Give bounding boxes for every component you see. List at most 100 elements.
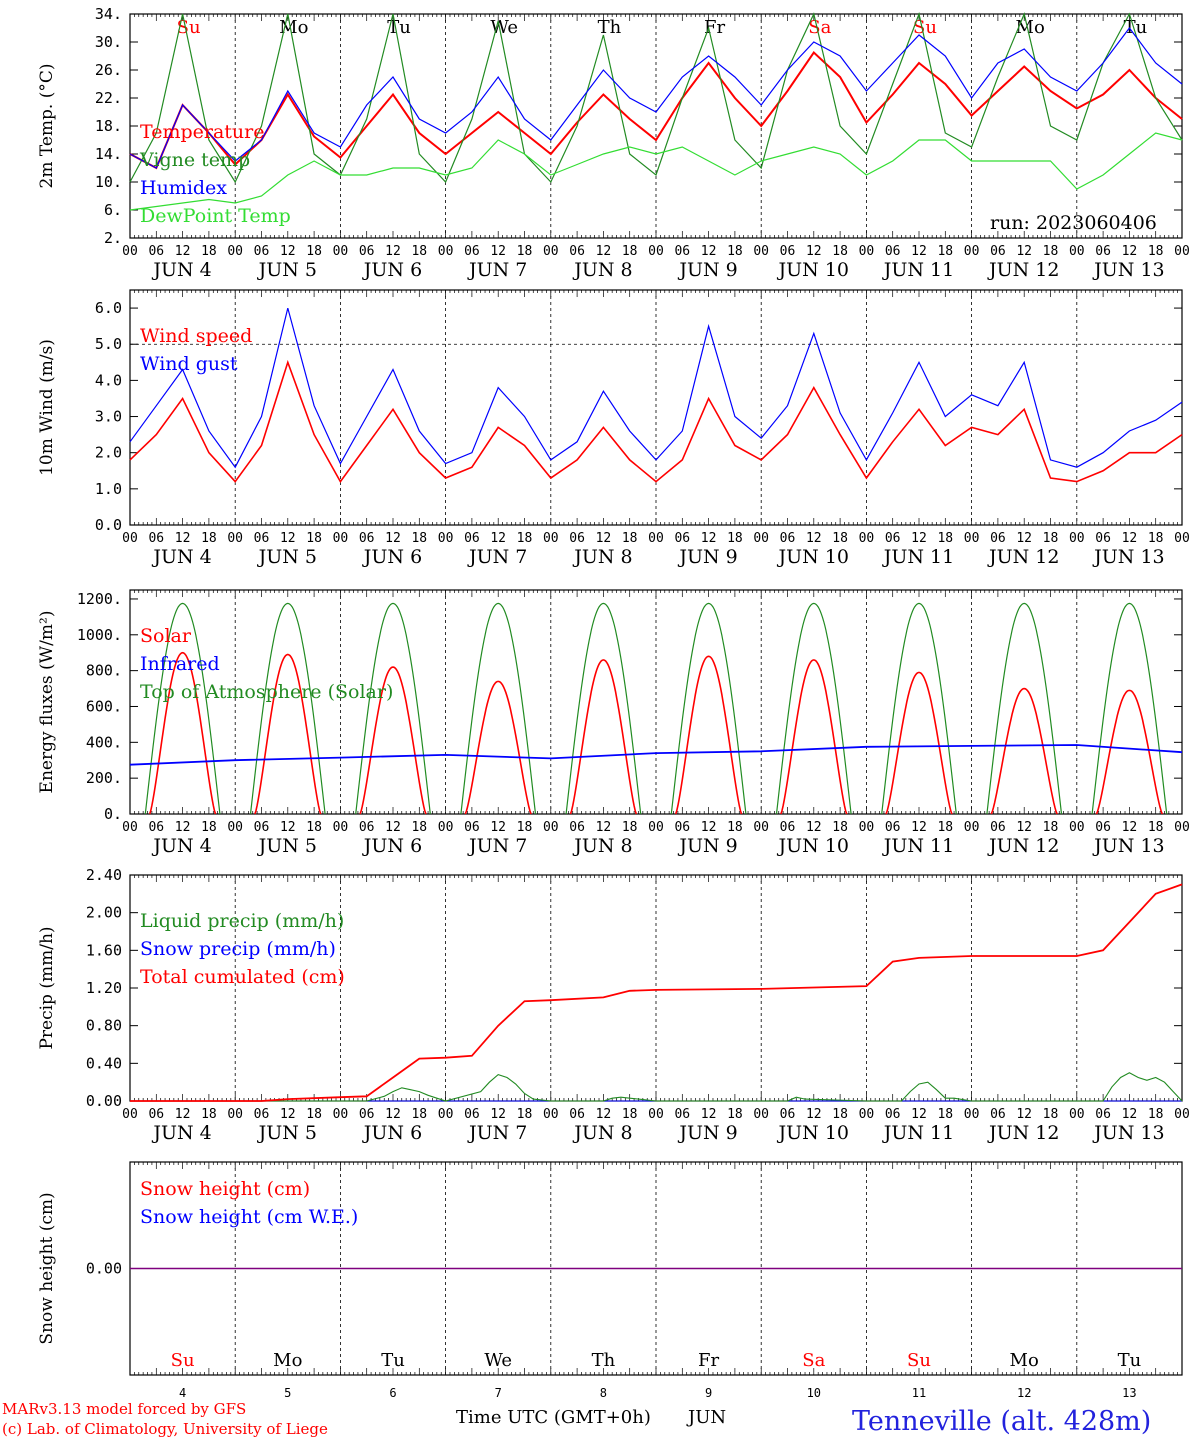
x-hour-tick: 18 xyxy=(201,244,217,259)
x-hour-tick: 06 xyxy=(464,244,480,259)
x-hour-tick: 18 xyxy=(411,244,427,259)
x-hour-tick: 12 xyxy=(490,820,506,835)
date-label: JUN 6 xyxy=(362,259,422,281)
x-hour-tick: 18 xyxy=(1148,820,1164,835)
x-hour-tick: 18 xyxy=(832,820,848,835)
x-hour-tick: 00 xyxy=(648,244,664,259)
x-hour-tick: 18 xyxy=(411,531,427,546)
x-hour-tick: 18 xyxy=(622,1107,638,1122)
y-tick-label: 10. xyxy=(95,173,122,191)
x-hour-tick: 12 xyxy=(490,244,506,259)
x-hour-tick: 12 xyxy=(385,820,401,835)
solar-curve xyxy=(359,666,427,815)
date-label: JUN 8 xyxy=(572,546,632,568)
series-line-dewpoint-temp xyxy=(129,132,1183,211)
x-hour-tick: 12 xyxy=(175,531,191,546)
x-hour-tick: 12 xyxy=(385,531,401,546)
x-hour-tick: 06 xyxy=(359,244,375,259)
x-hour-tick: 06 xyxy=(674,820,690,835)
y-tick-label: 26. xyxy=(95,61,122,79)
x-hour-tick: 00 xyxy=(438,244,454,259)
x-hour-tick: 18 xyxy=(1148,244,1164,259)
x-hour-tick: 06 xyxy=(885,820,901,835)
y-tick-label: 6.0 xyxy=(95,299,122,317)
toa-solar-curve xyxy=(249,602,326,815)
x-hour-tick: 00 xyxy=(1069,1107,1085,1122)
legend-entry: Solar xyxy=(140,625,192,647)
weekday-label: Tu xyxy=(387,17,411,38)
x-hour-tick: 00 xyxy=(1174,1107,1190,1122)
day-number: 10 xyxy=(807,1386,821,1400)
weekday-label: Su xyxy=(907,1350,931,1371)
date-label: JUN 6 xyxy=(362,835,422,857)
day-number: 9 xyxy=(705,1386,712,1400)
x-hour-tick: 06 xyxy=(254,531,270,546)
x-hour-tick: 12 xyxy=(701,1107,717,1122)
y-axis-label: Snow height (cm) xyxy=(37,1192,57,1344)
legend-entry: Snow precip (mm/h) xyxy=(140,938,336,960)
y-tick-label: 5.0 xyxy=(95,335,122,353)
x-hour-tick: 12 xyxy=(596,244,612,259)
x-hour-tick: 06 xyxy=(674,1107,690,1122)
y-tick-label: 4.0 xyxy=(95,371,122,389)
x-hour-tick: 00 xyxy=(1069,531,1085,546)
x-hour-tick: 06 xyxy=(464,1107,480,1122)
date-label: JUN 7 xyxy=(467,1122,527,1144)
weekday-label: Mo xyxy=(279,17,308,38)
x-hour-tick: 12 xyxy=(596,531,612,546)
x-hour-tick: 00 xyxy=(543,531,559,546)
x-hour-tick: 06 xyxy=(674,531,690,546)
x-hour-tick: 06 xyxy=(254,820,270,835)
weekday-label: Mo xyxy=(273,1350,302,1371)
x-axis-title: Time UTC (GMT+0h) xyxy=(456,1407,651,1428)
y-tick-label: 0.40 xyxy=(86,1054,122,1072)
y-tick-label: 3.0 xyxy=(95,408,122,426)
x-hour-tick: 18 xyxy=(1148,531,1164,546)
weekday-label: Su xyxy=(177,17,201,38)
x-hour-tick: 06 xyxy=(148,1107,164,1122)
temperature-panel: 00 06 12 18 00 06 12 18 00 06 12 18 00 06 12 18 00 06 12 18… xyxy=(37,5,1190,281)
x-hour-tick: 06 xyxy=(1095,820,1111,835)
x-hour-tick: 18 xyxy=(727,531,743,546)
x-hour-tick: 00 xyxy=(227,244,243,259)
legend-entry: Temperature xyxy=(140,121,264,143)
x-hour-tick: 06 xyxy=(148,244,164,259)
x-hour-tick: 00 xyxy=(543,244,559,259)
x-hour-tick: 06 xyxy=(1095,531,1111,546)
y-tick-label: 0.00 xyxy=(86,1260,122,1278)
credit-line-2: (c) Lab. of Climatology, University of L… xyxy=(2,1420,328,1438)
series-line-liquid-precip-mm-h- xyxy=(130,1072,1183,1102)
x-hour-tick: 18 xyxy=(411,1107,427,1122)
y-tick-label: 14. xyxy=(95,145,122,163)
x-hour-tick: 00 xyxy=(438,531,454,546)
x-hour-tick: 00 xyxy=(753,1107,769,1122)
legend-entry: Snow height (cm) xyxy=(140,1178,310,1200)
toa-solar-curve xyxy=(460,602,537,815)
x-hour-tick: 12 xyxy=(385,244,401,259)
y-tick-label: 1.60 xyxy=(86,941,122,959)
x-hour-tick: 18 xyxy=(832,244,848,259)
y-tick-label: 30. xyxy=(95,33,122,51)
date-label: JUN 9 xyxy=(677,835,737,857)
y-tick-label: 0.00 xyxy=(86,1092,122,1110)
x-hour-tick: 06 xyxy=(359,820,375,835)
x-hour-tick: 00 xyxy=(333,244,349,259)
x-hour-tick: 12 xyxy=(701,820,717,835)
weekday-label: Sa xyxy=(802,1350,825,1371)
solar-curve xyxy=(1095,689,1164,815)
x-hour-tick: 06 xyxy=(990,531,1006,546)
solar-curve xyxy=(885,671,953,815)
x-hour-tick: 18 xyxy=(727,820,743,835)
toa-solar-curve xyxy=(670,602,747,815)
day-number: 5 xyxy=(284,1386,291,1400)
series-line-wind-speed xyxy=(129,359,1183,484)
precip-panel: 00 06 12 18 00 06 12 18 00 06 12 18 00 06 12 18 00 06 12 18… xyxy=(37,866,1190,1144)
weekday-label: Fr xyxy=(698,1350,719,1371)
x-hour-tick: 18 xyxy=(832,531,848,546)
x-hour-tick: 12 xyxy=(596,820,612,835)
x-hour-tick: 18 xyxy=(306,531,322,546)
date-label: JUN 4 xyxy=(151,546,211,568)
x-hour-tick: 00 xyxy=(438,820,454,835)
weekday-label: Mo xyxy=(1010,1350,1039,1371)
x-hour-tick: 12 xyxy=(175,820,191,835)
